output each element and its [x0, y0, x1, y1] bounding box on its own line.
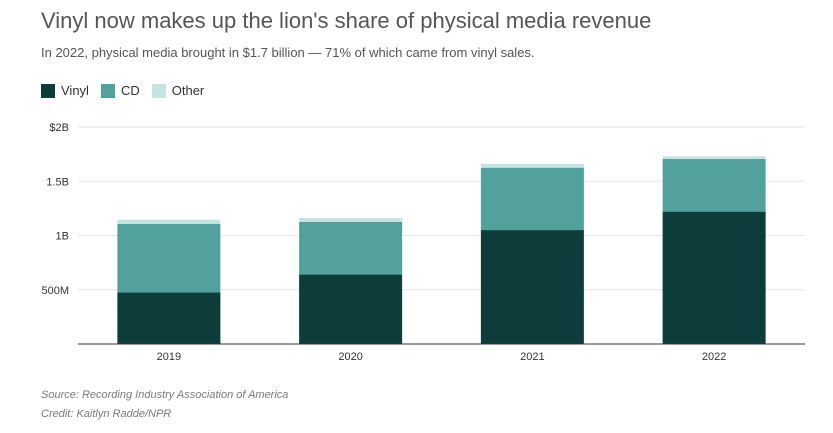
legend-item-vinyl: Vinyl: [41, 83, 89, 98]
x-tick-label: 2020: [338, 351, 362, 363]
source-note: Source: Recording Industry Association o…: [41, 389, 289, 401]
bar-cd-2019: [117, 223, 221, 293]
legend-label-vinyl: Vinyl: [61, 83, 89, 98]
bar-vinyl-2022: [662, 211, 766, 344]
bar-cd-2022: [662, 159, 766, 212]
x-tick-label: 2022: [702, 351, 726, 363]
bar-cd-2020: [299, 221, 403, 275]
bar-vinyl-2019: [117, 292, 221, 344]
chart-subtitle: In 2022, physical media brought in $1.7 …: [41, 45, 535, 60]
stacked-bar-chart: 500M 1B 1.5B $2B 2019 2020 2021 2022: [41, 122, 805, 363]
legend-item-other: Other: [151, 83, 205, 98]
legend-swatch-cd: [100, 83, 115, 98]
legend-label-other: Other: [171, 83, 205, 98]
bar-other-2021: [480, 163, 584, 168]
bar-cd-2021: [480, 167, 584, 231]
y-tick-label: 1.5B: [46, 176, 69, 188]
legend-item-cd: CD: [100, 83, 140, 98]
x-tick-label: 2021: [520, 351, 544, 363]
legend-swatch-vinyl: [41, 83, 55, 98]
bar-other-2020: [299, 217, 403, 222]
bar-other-2019: [117, 219, 221, 224]
chart-title: Vinyl now makes up the lion's share of p…: [41, 8, 652, 33]
x-tick-label: 2019: [157, 351, 181, 363]
bar-vinyl-2020: [299, 274, 403, 344]
credit-note: Credit: Kaitlyn Radde/NPR: [41, 408, 172, 420]
y-tick-label: $2B: [49, 122, 69, 134]
bar-vinyl-2021: [480, 230, 584, 344]
y-tick-label: 500M: [41, 285, 69, 297]
legend-label-cd: CD: [120, 83, 140, 98]
bar-other-2022: [662, 156, 766, 160]
legend-swatch-other: [151, 83, 166, 98]
legend: Vinyl CD Other: [41, 83, 216, 98]
y-tick-label: 1B: [56, 231, 69, 243]
